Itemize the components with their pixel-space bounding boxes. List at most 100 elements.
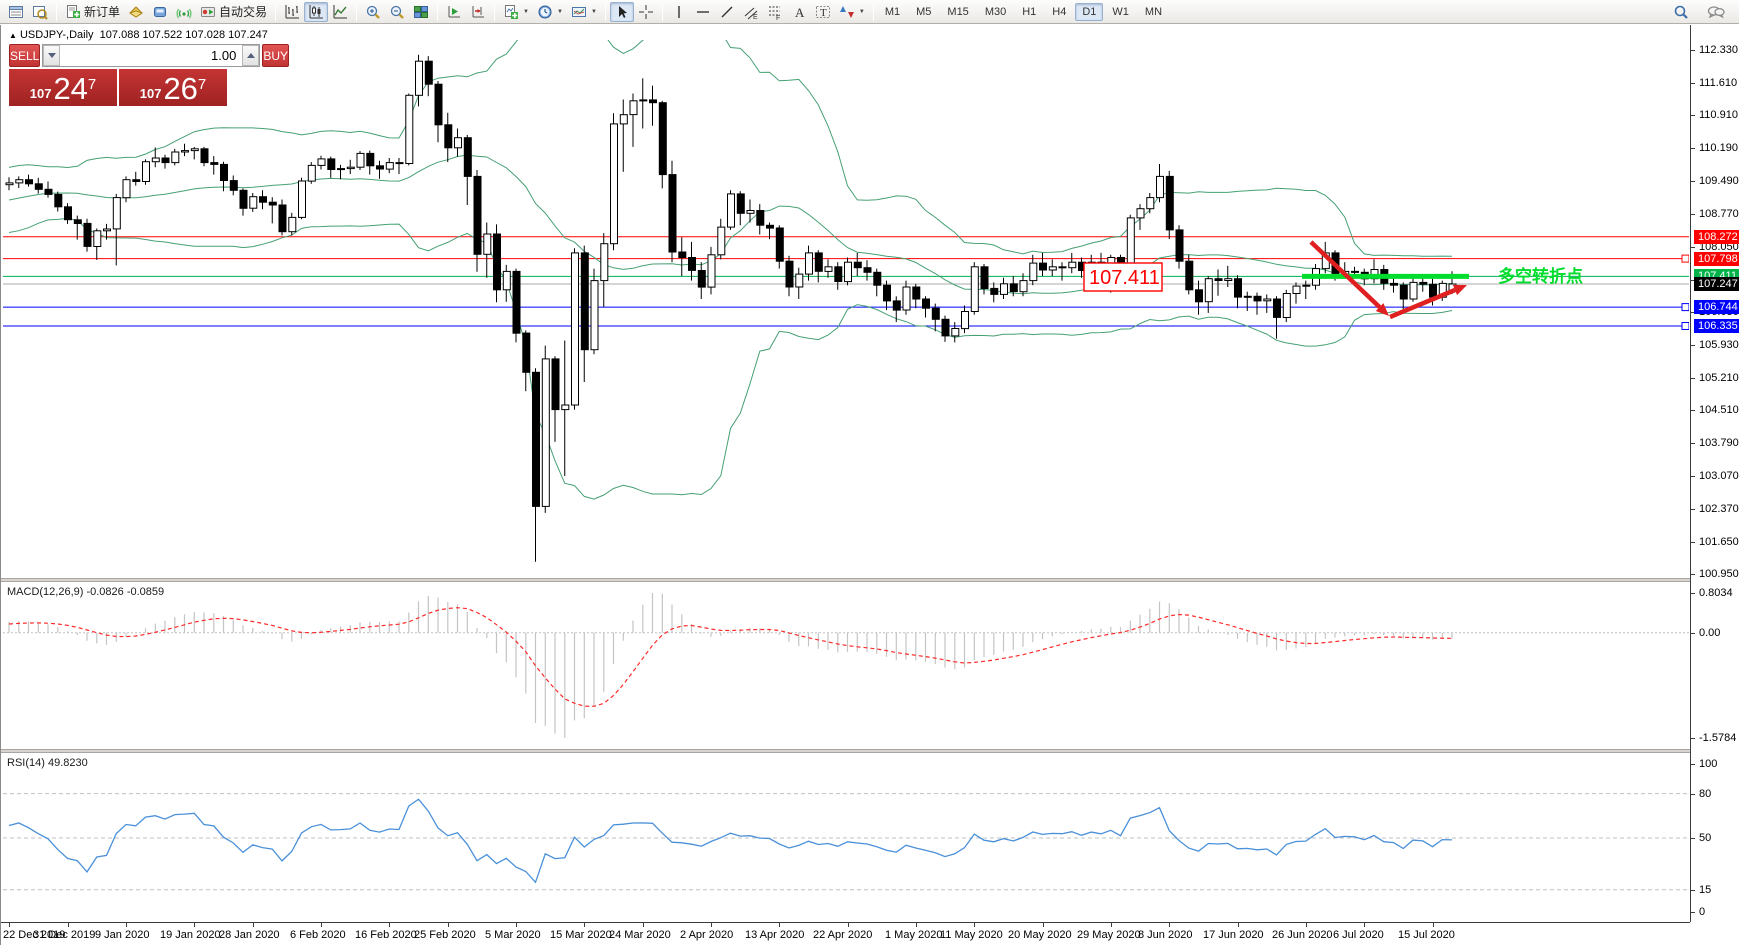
templates-button[interactable]: ▼ (567, 2, 601, 22)
horizontal-line-button[interactable] (691, 2, 715, 22)
zoom-in-button[interactable] (361, 2, 385, 22)
price-tick (1691, 574, 1695, 575)
line-chart-button[interactable] (328, 2, 352, 22)
arrows-button[interactable]: ▼ (835, 2, 869, 22)
price-tick-label: 100.950 (1699, 568, 1739, 580)
price-tick-label: 110.910 (1699, 109, 1738, 121)
chart-symbol-period: USDJPY-,Daily (19, 29, 94, 41)
chart-shift-icon (470, 4, 486, 20)
volume-input[interactable] (60, 45, 243, 66)
price-tick-label: 108.050 (1699, 241, 1739, 253)
date-tick (448, 923, 449, 927)
main-price-chart[interactable]: 107.411 多空转折点 (3, 40, 1689, 577)
tab-timeframe-M15[interactable]: M15 (947, 5, 969, 18)
search-button[interactable] (1669, 2, 1693, 22)
date-tick (516, 923, 517, 927)
terminal-button[interactable] (148, 2, 172, 22)
tile-windows-button[interactable] (409, 2, 433, 22)
text-label-button[interactable]: T (811, 2, 835, 22)
tab-timeframe-M30[interactable]: M30 (984, 5, 1007, 18)
tab-timeframe-M5[interactable]: M5 (916, 5, 932, 18)
toolbar-separator (604, 2, 606, 21)
date-tick (1111, 923, 1112, 927)
autotrading-icon (200, 4, 216, 20)
price-axis[interactable]: 112.330 111.610 110.910 110.190 109.490 108.7… (1691, 25, 1739, 945)
tab-timeframe-M1[interactable]: M1 (884, 5, 901, 18)
collapse-triangle-icon[interactable]: ▲ (9, 31, 17, 40)
macd-tick (1691, 593, 1695, 594)
autotrading-button[interactable]: 自动交易 (196, 2, 271, 22)
sell-price-tile[interactable]: 107 24 7 (9, 69, 117, 106)
date-tick-label: 19 Jan 2020 (160, 929, 221, 941)
date-tick (916, 923, 917, 927)
rsi-tick (1691, 764, 1695, 765)
price-axis-border (1690, 25, 1691, 922)
vertical-line-button[interactable] (667, 2, 691, 22)
rsi-indicator-pane[interactable] (3, 754, 1689, 922)
rsi-tick-label: 80 (1699, 788, 1712, 800)
price-tick (1691, 148, 1695, 149)
fibonacci-button[interactable]: F (763, 2, 787, 22)
toolbar-separator (661, 2, 663, 21)
text-button[interactable]: A (787, 2, 811, 22)
trendline-button[interactable] (715, 2, 739, 22)
date-tick-label: 25 Feb 2020 (414, 929, 476, 941)
tab-timeframe-MN[interactable]: MN (1144, 5, 1163, 18)
price-tick (1691, 50, 1695, 51)
pane-splitter[interactable] (1, 749, 1739, 753)
zoom-out-button[interactable] (385, 2, 409, 22)
date-tick (253, 923, 254, 927)
new-order-button[interactable]: 新订单 (61, 2, 124, 22)
macd-tick (1691, 738, 1695, 739)
price-tick-label: 103.070 (1699, 470, 1739, 482)
pane-splitter[interactable] (1, 578, 1739, 582)
market-watch-button[interactable] (4, 2, 28, 22)
price-tick (1691, 410, 1695, 411)
toolbar-separator (494, 2, 496, 21)
chevron-down-icon: ▼ (858, 8, 865, 15)
date-tick-label: 5 Mar 2020 (485, 929, 541, 941)
sell-button[interactable]: SELL (9, 44, 41, 67)
equidistant-channel-button[interactable]: E (739, 2, 763, 22)
candlestick-chart-button[interactable] (304, 1, 329, 22)
tab-timeframe-W1[interactable]: W1 (1112, 5, 1129, 18)
price-tick (1691, 83, 1695, 84)
chart-shift-button[interactable] (466, 2, 490, 22)
volume-decrease-button[interactable] (43, 45, 61, 66)
date-tick (1043, 923, 1044, 927)
date-tick-label: 11 May 2020 (940, 929, 1003, 941)
volume-box (42, 44, 261, 67)
line-chart-icon (332, 4, 348, 20)
signals-button[interactable] (172, 2, 196, 22)
auto-scroll-icon (446, 4, 462, 20)
metaeditor-button[interactable] (124, 2, 148, 22)
current-price-badge: 107.247 (1694, 277, 1739, 291)
periods-button[interactable]: ▼ (533, 2, 567, 22)
volume-increase-button[interactable] (242, 45, 260, 66)
date-axis[interactable]: 22 Dec 2019 31 Dec 2019 9 Jan 2020 19 Jan 2… (1, 923, 1690, 945)
chat-button[interactable] (1703, 2, 1729, 22)
bar-chart-button[interactable] (280, 2, 304, 22)
indicators-button[interactable]: ▼ (499, 2, 533, 22)
new-order-label: 新订单 (84, 5, 121, 19)
tab-timeframe-H1[interactable]: H1 (1022, 5, 1037, 18)
date-tick-label: 28 Jan 2020 (219, 929, 280, 941)
macd-indicator-pane[interactable] (3, 583, 1689, 748)
price-level-badge: 108.272 (1694, 230, 1739, 244)
data-window-button[interactable] (28, 2, 52, 22)
crosshair-button[interactable] (634, 2, 658, 22)
price-level-badge: 107.798 (1694, 252, 1739, 266)
fibonacci-icon: F (767, 4, 783, 20)
buy-price-tile[interactable]: 107 26 7 (119, 69, 227, 106)
tab-timeframe-H4[interactable]: H4 (1052, 5, 1067, 18)
tab-timeframe-D1[interactable]: D1 (1075, 2, 1104, 21)
auto-scroll-button[interactable] (442, 2, 466, 22)
macd-tick-label: 0.8034 (1699, 587, 1733, 599)
buy-button[interactable]: BUY (262, 44, 290, 67)
sell-price-whole: 107 (29, 86, 52, 101)
rsi-tick-label: 50 (1699, 832, 1712, 844)
market-watch-icon (8, 4, 24, 20)
cursor-button[interactable] (609, 1, 634, 22)
price-tick-label: 103.790 (1699, 437, 1739, 449)
metaeditor-icon (128, 4, 144, 20)
